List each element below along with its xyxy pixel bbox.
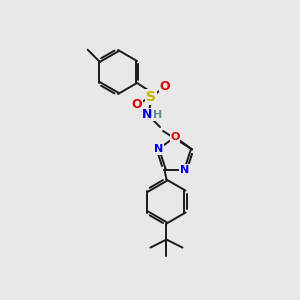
- Text: O: O: [160, 80, 170, 94]
- Text: O: O: [170, 132, 180, 142]
- Text: S: S: [146, 90, 156, 104]
- Text: N: N: [142, 109, 152, 122]
- Text: N: N: [180, 165, 189, 175]
- Text: H: H: [153, 110, 163, 120]
- Text: N: N: [154, 144, 164, 154]
- Text: O: O: [132, 98, 142, 112]
